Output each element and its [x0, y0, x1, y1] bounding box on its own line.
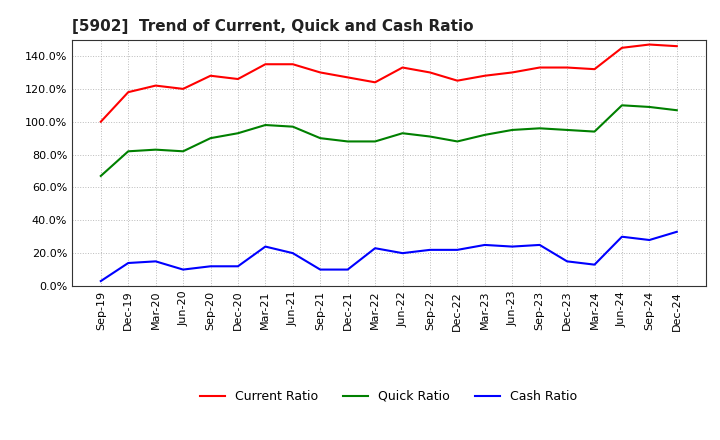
Quick Ratio: [179, 149, 187, 154]
Line: Current Ratio: Current Ratio: [101, 44, 677, 122]
Cash Ratio: [343, 267, 352, 272]
Current Ratio: [536, 65, 544, 70]
Cash Ratio: [672, 229, 681, 235]
Quick Ratio: [151, 147, 160, 152]
Quick Ratio: [398, 131, 407, 136]
Cash Ratio: [316, 267, 325, 272]
Cash Ratio: [96, 279, 105, 284]
Current Ratio: [590, 66, 599, 72]
Current Ratio: [371, 80, 379, 85]
Current Ratio: [151, 83, 160, 88]
Current Ratio: [96, 119, 105, 125]
Current Ratio: [261, 62, 270, 67]
Current Ratio: [179, 86, 187, 92]
Current Ratio: [289, 62, 297, 67]
Quick Ratio: [453, 139, 462, 144]
Cash Ratio: [261, 244, 270, 249]
Current Ratio: [508, 70, 516, 75]
Cash Ratio: [453, 247, 462, 253]
Quick Ratio: [206, 136, 215, 141]
Current Ratio: [563, 65, 572, 70]
Current Ratio: [233, 77, 242, 82]
Line: Quick Ratio: Quick Ratio: [101, 105, 677, 176]
Current Ratio: [343, 75, 352, 80]
Cash Ratio: [179, 267, 187, 272]
Text: [5902]  Trend of Current, Quick and Cash Ratio: [5902] Trend of Current, Quick and Cash …: [72, 19, 474, 34]
Quick Ratio: [371, 139, 379, 144]
Quick Ratio: [289, 124, 297, 129]
Quick Ratio: [96, 173, 105, 179]
Cash Ratio: [124, 260, 132, 266]
Current Ratio: [206, 73, 215, 78]
Cash Ratio: [426, 247, 434, 253]
Cash Ratio: [508, 244, 516, 249]
Current Ratio: [453, 78, 462, 83]
Quick Ratio: [590, 129, 599, 134]
Quick Ratio: [508, 127, 516, 132]
Quick Ratio: [536, 126, 544, 131]
Cash Ratio: [590, 262, 599, 267]
Quick Ratio: [316, 136, 325, 141]
Quick Ratio: [563, 127, 572, 132]
Cash Ratio: [563, 259, 572, 264]
Cash Ratio: [645, 237, 654, 242]
Current Ratio: [316, 70, 325, 75]
Quick Ratio: [618, 103, 626, 108]
Cash Ratio: [233, 264, 242, 269]
Current Ratio: [124, 89, 132, 95]
Quick Ratio: [261, 122, 270, 128]
Cash Ratio: [536, 242, 544, 248]
Cash Ratio: [371, 246, 379, 251]
Quick Ratio: [426, 134, 434, 139]
Quick Ratio: [645, 104, 654, 110]
Quick Ratio: [233, 131, 242, 136]
Legend: Current Ratio, Quick Ratio, Cash Ratio: Current Ratio, Quick Ratio, Cash Ratio: [195, 385, 582, 408]
Current Ratio: [426, 70, 434, 75]
Line: Cash Ratio: Cash Ratio: [101, 232, 677, 281]
Current Ratio: [618, 45, 626, 51]
Current Ratio: [672, 44, 681, 49]
Current Ratio: [398, 65, 407, 70]
Current Ratio: [480, 73, 489, 78]
Cash Ratio: [289, 250, 297, 256]
Cash Ratio: [618, 234, 626, 239]
Cash Ratio: [480, 242, 489, 248]
Cash Ratio: [398, 250, 407, 256]
Quick Ratio: [672, 108, 681, 113]
Cash Ratio: [206, 264, 215, 269]
Quick Ratio: [343, 139, 352, 144]
Quick Ratio: [124, 149, 132, 154]
Quick Ratio: [480, 132, 489, 138]
Current Ratio: [645, 42, 654, 47]
Cash Ratio: [151, 259, 160, 264]
